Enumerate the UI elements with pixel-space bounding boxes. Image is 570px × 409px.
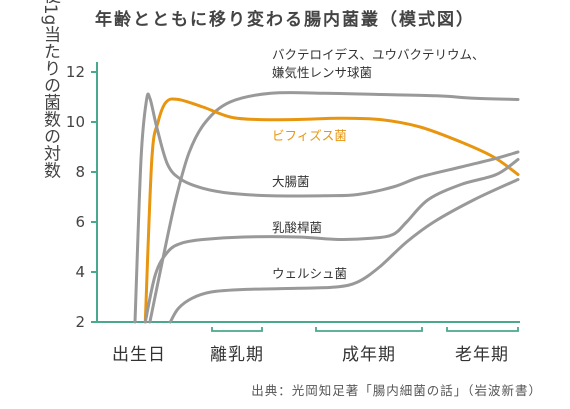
y-axis-label: 糞便1g当たりの菌数の対数 xyxy=(40,0,61,178)
y-tick-label: 6 xyxy=(75,213,85,231)
series-lines xyxy=(133,91,520,324)
label-enterobacteria: 大腸菌 xyxy=(272,174,310,189)
label-lactobacilli: 乳酸桿菌 xyxy=(272,220,322,235)
label-bacteroides-line1: バクテロイデス、ユウバクテリウム、 xyxy=(272,47,485,62)
x-bracket-elderly xyxy=(446,327,519,332)
y-tick-label: 10 xyxy=(66,113,85,131)
series-line-welch xyxy=(168,178,520,324)
label-bacteroides-line2: 嫌気性レンサ球菌 xyxy=(272,65,372,80)
series-line-bifidobacteria xyxy=(143,97,520,324)
x-period-brackets xyxy=(211,327,519,332)
label-bifidobacteria: ビフィズス菌 xyxy=(272,128,347,143)
y-tick-label: 4 xyxy=(75,263,85,281)
y-tick-labels: 2 4 6 8 10 12 xyxy=(66,63,85,331)
x-bracket-weaning xyxy=(211,327,263,332)
label-welch: ウェルシュ菌 xyxy=(272,266,347,281)
series-line-bacteroides xyxy=(148,91,520,324)
x-bracket-adult xyxy=(315,327,423,332)
y-tick-label: 8 xyxy=(75,163,85,181)
x-label-weaning: 離乳期 xyxy=(210,345,264,365)
series-line-enterobacteria xyxy=(133,92,520,324)
series-line-lactobacilli xyxy=(143,158,520,324)
y-tick-label: 12 xyxy=(66,63,85,81)
source-note: 出典：光岡知足著「腸内細菌の話」（岩波新書） xyxy=(251,383,542,398)
chart-title: 年齢とともに移り変わる腸内菌叢（模式図） xyxy=(95,9,475,30)
x-label-elderly: 老年期 xyxy=(455,345,509,365)
y-tick-label: 2 xyxy=(75,313,85,331)
x-label-adult: 成年期 xyxy=(342,345,396,365)
x-label-birth: 出生日 xyxy=(112,345,166,365)
y-tick-marks xyxy=(91,71,97,323)
